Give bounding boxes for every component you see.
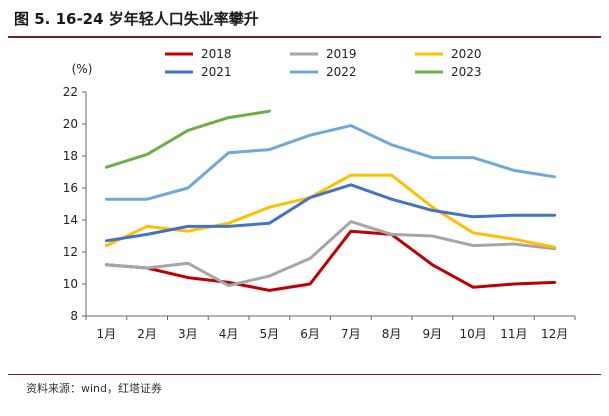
- x-tick-label: 6月: [300, 327, 320, 341]
- x-tick-label: 7月: [341, 327, 361, 341]
- y-tick-label: 22: [63, 85, 78, 99]
- series-line-2020: [104, 173, 557, 249]
- series-line-2019: [104, 220, 557, 288]
- y-tick-label: 14: [63, 213, 78, 227]
- x-tick-label: 11月: [500, 327, 527, 341]
- y-tick-label: 8: [70, 309, 78, 323]
- legend-label-2018: 2018: [201, 47, 232, 61]
- x-tick-label: 1月: [97, 327, 117, 341]
- figure-title: 图 5. 16-24 岁年轻人口失业率攀升: [14, 10, 259, 28]
- legend-label-2020: 2020: [451, 47, 482, 61]
- legend-label-2023: 2023: [451, 65, 482, 79]
- y-tick-label: 12: [63, 245, 78, 259]
- x-tick-label: 12月: [541, 327, 568, 341]
- legend-label-2019: 2019: [326, 47, 357, 61]
- y-axis-label: (%): [72, 62, 93, 76]
- series-lines: [104, 109, 557, 292]
- legend-label-2021: 2021: [201, 65, 232, 79]
- y-tick-label: 20: [63, 117, 78, 131]
- source-divider: [8, 374, 601, 375]
- series-line-2022: [104, 124, 557, 201]
- x-tick-label: 10月: [459, 327, 486, 341]
- series-line-2021: [104, 183, 557, 243]
- x-tick-label: 8月: [382, 327, 402, 341]
- x-tick-label: 2月: [137, 327, 157, 341]
- x-tick-label: 4月: [219, 327, 239, 341]
- x-axis: 1月 2月 3月 4月 5月 6月 7月 8月 9月 10月 11月 12月: [85, 315, 576, 341]
- source-note: 资料来源：wind，红塔证券: [26, 382, 163, 395]
- legend-label-2022: 2022: [326, 65, 357, 79]
- series-line-2018: [104, 229, 557, 292]
- y-tick-label: 16: [63, 181, 78, 195]
- series-line-2023: [104, 109, 271, 169]
- y-tick-label: 10: [63, 277, 78, 291]
- title-divider: [8, 36, 601, 38]
- x-tick-label: 3月: [178, 327, 198, 341]
- x-tick-label: 5月: [260, 327, 280, 341]
- legend: 2018 2019 2020 2021 2022 2023: [165, 47, 482, 79]
- x-tick-label: 9月: [423, 327, 443, 341]
- y-tick-label: 18: [63, 149, 78, 163]
- y-axis: 8 10 12 14 16 18 20 22: [63, 85, 87, 323]
